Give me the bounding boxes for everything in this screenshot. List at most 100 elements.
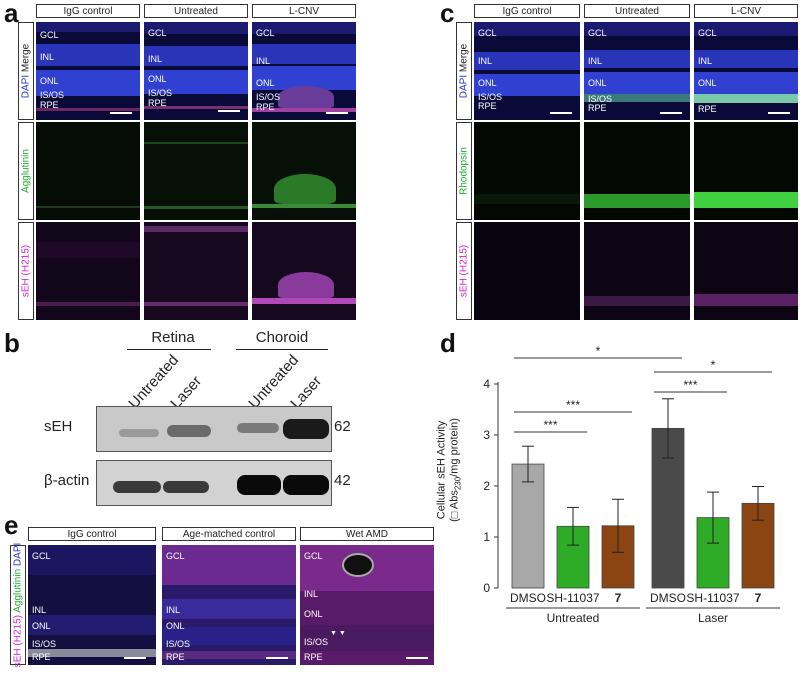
- panel-e-col-header: Wet AMD: [300, 527, 434, 541]
- y-tick-label: 4: [483, 377, 490, 391]
- significance-marker: ***: [566, 398, 580, 412]
- panel-e-row-label: sEH (H215) Agglutinin DAPI: [10, 542, 26, 668]
- e-wet-amd-image: GCL INL ONL IS/OS ▼ ▼ RPE: [300, 545, 434, 665]
- scale-bar: [124, 657, 146, 659]
- panel-e-label: e: [4, 510, 19, 540]
- band-label-seh: sEH: [44, 418, 73, 435]
- arrowhead-markers: ▼ ▼: [330, 630, 346, 637]
- scale-bar: [110, 112, 132, 114]
- significance-marker: *: [596, 344, 601, 358]
- y-tick-label: 3: [483, 428, 490, 442]
- dapi-label: DAPI: [458, 74, 470, 99]
- dapi-label: DAPI: [20, 74, 32, 99]
- panel-a-col-header: L-CNV: [252, 4, 356, 18]
- layer-label: ONL: [166, 621, 185, 631]
- layer-label: ONL: [32, 621, 51, 631]
- blot-group-line: [236, 349, 328, 350]
- a-agglutinin-igg-image: [36, 122, 140, 220]
- panel-a-col-header: IgG control: [36, 4, 140, 18]
- layer-label: RPE: [698, 104, 717, 114]
- a-agglutinin-untreated-image: [144, 122, 248, 220]
- scale-bar: [266, 657, 288, 659]
- panel-a-row-label-agglutinin: Agglutinin: [18, 122, 34, 220]
- layer-label: INL: [588, 56, 603, 66]
- c-rhodopsin-untreated-image: [584, 122, 690, 220]
- layer-label: INL: [698, 56, 713, 66]
- rhodopsin-label: Rhodopsin: [458, 147, 470, 195]
- c-rhodopsin-igg-image: [474, 122, 580, 220]
- layer-label: IS/OS: [40, 90, 65, 100]
- a-merge-untreated-image: GCL INL ONL IS/OS RPE: [144, 22, 248, 120]
- blot-group-choroid: Choroid: [255, 329, 309, 346]
- ylabel-line1: Cellular sEH Activity: [435, 420, 448, 520]
- c-merge-untreated-image: GCL INL ONL IS/OS RPE: [584, 22, 690, 120]
- panel-a-row-label-seh: sEH (H215): [18, 222, 34, 320]
- panel-c-label: c: [440, 0, 455, 28]
- c-rhodopsin-lcnv-image: [694, 122, 798, 220]
- panel-e-col-header: Age-matched control: [162, 527, 296, 541]
- layer-label: INL: [478, 56, 493, 66]
- c-merge-lcnv-image: GCL INL ONL RPE: [694, 22, 798, 120]
- x-tick-label: 7: [755, 591, 762, 605]
- panel-c-row-label-merge: DAPI Merge: [456, 22, 472, 120]
- layer-label: INL: [304, 589, 319, 599]
- dapi-label: DAPI: [12, 542, 24, 567]
- x-tick-label: SH-11037: [686, 591, 739, 605]
- agglutinin-label: Agglutinin: [12, 568, 24, 613]
- a-seh-untreated-image: [144, 222, 248, 320]
- layer-label: GCL: [588, 28, 607, 38]
- blot-actin-image: [96, 460, 332, 506]
- layer-label: IS/OS: [166, 639, 191, 649]
- x-tick-label: SH-11037: [546, 591, 599, 605]
- panel-b-label: b: [4, 328, 20, 358]
- seh-label: sEH (H215): [20, 244, 32, 298]
- panel-e-col-header: IgG control: [28, 527, 156, 541]
- e-igg-image: GCL INL ONL IS/OS RPE: [28, 545, 156, 665]
- layer-label: IS/OS: [148, 88, 173, 98]
- c-seh-lcnv-image: [694, 222, 798, 320]
- a-merge-igg-image: GCL INL ONL IS/OS RPE: [36, 22, 140, 120]
- layer-label: IS/OS: [588, 94, 613, 104]
- panel-c-row-label-seh: sEH (H215): [456, 222, 472, 320]
- significance-marker: ***: [683, 378, 697, 392]
- layer-label: INL: [32, 605, 47, 615]
- y-tick-label: 1: [483, 530, 490, 544]
- kda-42: 42: [334, 472, 351, 489]
- significance-marker: ***: [543, 418, 557, 432]
- layer-label: ONL: [304, 609, 323, 619]
- agglutinin-label: Agglutinin: [20, 149, 32, 193]
- a-agglutinin-lcnv-image: [252, 122, 356, 220]
- layer-label: RPE: [40, 100, 59, 110]
- scale-bar: [768, 112, 790, 114]
- layer-label: RPE: [32, 652, 51, 662]
- x-tick-label: DMSO: [650, 591, 686, 605]
- band-label-actin: β-actin: [44, 472, 90, 489]
- layer-label: GCL: [478, 28, 497, 38]
- layer-label: ONL: [478, 78, 497, 88]
- blot-group-line: [127, 349, 211, 350]
- blot-group-retina: Retina: [151, 329, 195, 346]
- layer-label: INL: [166, 605, 181, 615]
- layer-label: GCL: [304, 551, 323, 561]
- layer-label: ONL: [148, 74, 167, 84]
- layer-label: RPE: [478, 101, 497, 111]
- seh-label: sEH (H215): [12, 615, 24, 668]
- scale-bar: [550, 112, 572, 114]
- c-merge-igg-image: GCL INL ONL IS/OS RPE: [474, 22, 580, 120]
- x-tick-label: DMSO: [510, 591, 546, 605]
- layer-label: IS/OS: [304, 637, 329, 647]
- merge-label: Merge: [20, 43, 32, 73]
- group-label: Untreated: [547, 611, 600, 625]
- layer-label: RPE: [588, 103, 607, 113]
- layer-label: INL: [148, 54, 163, 64]
- kda-62: 62: [334, 418, 351, 435]
- layer-label: GCL: [40, 30, 59, 40]
- panel-d-label: d: [440, 328, 456, 358]
- scale-bar: [660, 112, 682, 114]
- layer-label: GCL: [256, 28, 275, 38]
- scale-bar: [326, 112, 348, 114]
- panel-c-row-label-rhodopsin: Rhodopsin: [456, 122, 472, 220]
- layer-label: INL: [40, 52, 55, 62]
- c-seh-igg-image: [474, 222, 580, 320]
- layer-label: RPE: [304, 652, 323, 662]
